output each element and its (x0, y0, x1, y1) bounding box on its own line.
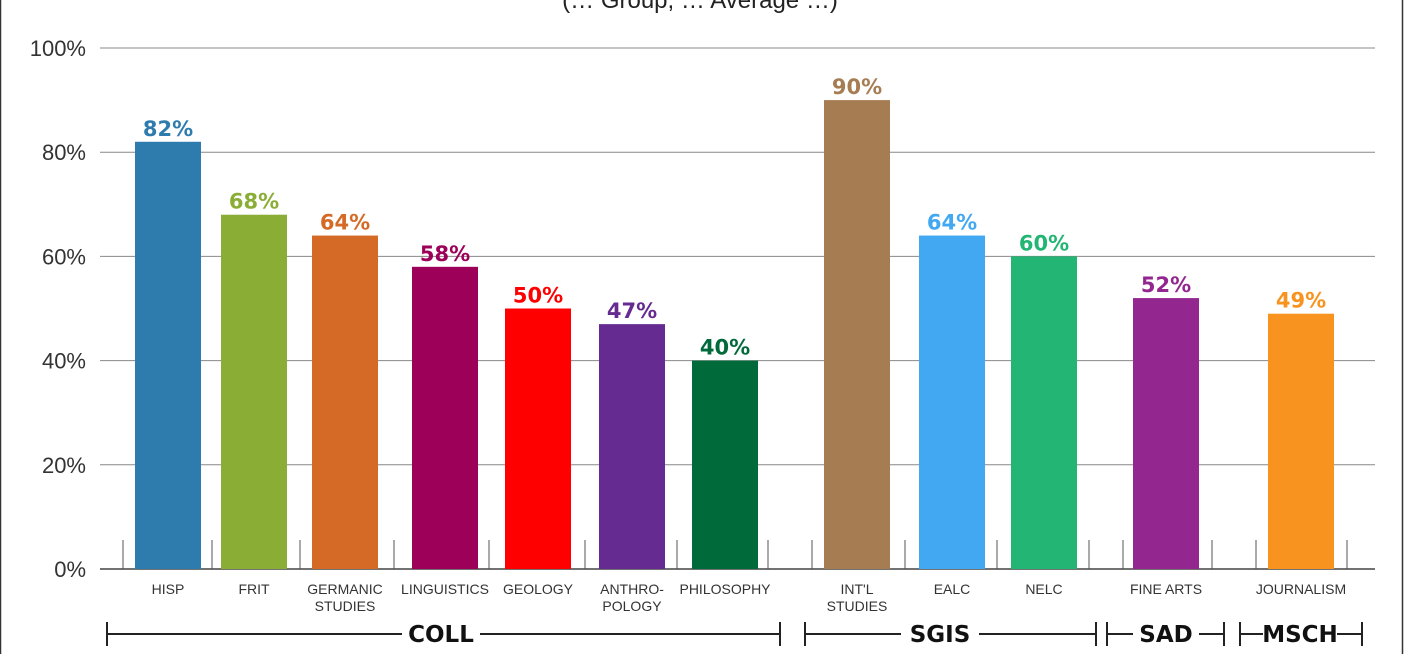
bar (312, 235, 378, 569)
y-tick-label: 20% (42, 453, 86, 478)
chart-title-fragment: (… Group, … Average …) (562, 0, 838, 14)
y-tick-label: 40% (42, 349, 86, 374)
category-label: EALC (934, 581, 971, 597)
value-label: 47% (607, 299, 657, 323)
bar (135, 141, 201, 569)
category-labels: HISP FRIT GERMANIC STUDIES LINGUISTICS GEOLOG… (152, 581, 1346, 614)
value-label: 64% (320, 211, 370, 235)
category-label: GERMANIC STUDIES (307, 581, 382, 614)
value-label: 82% (143, 117, 193, 141)
y-tick-label: 100% (30, 36, 86, 61)
y-tick-label: 80% (42, 140, 86, 165)
group-label: COLL (408, 622, 474, 648)
category-label: JOURNALISM (1256, 581, 1346, 597)
bar (505, 308, 571, 569)
y-tick-label: 0% (54, 557, 86, 582)
bar (221, 214, 287, 569)
category-label: GEOLOGY (503, 581, 574, 597)
value-label: 60% (1019, 231, 1069, 255)
bar (1133, 298, 1199, 569)
value-label: 64% (927, 211, 977, 235)
group-brackets: COLL SGIS SAD MSCH (106, 622, 1363, 648)
category-label: HISP (152, 581, 185, 597)
category-label: FINE ARTS (1130, 581, 1202, 597)
category-label: ANTHRO-POLOGY (600, 581, 664, 614)
bar (824, 100, 890, 569)
category-label: LINGUISTICS (401, 581, 489, 597)
bar (1011, 256, 1077, 569)
group-label: MSCH (1262, 622, 1338, 648)
value-labels: 82% 68% 64% 58% 50% 47% 40% 90% 64% 60% 52% 49% (143, 75, 1326, 360)
value-label: 58% (420, 242, 470, 266)
value-label: 49% (1276, 289, 1326, 313)
y-tick-label: 60% (42, 244, 86, 269)
value-label: 68% (229, 190, 279, 214)
y-axis-ticks: 0% 20% 40% 60% 80% 100% (30, 36, 86, 582)
bars (135, 100, 1334, 569)
category-label: PHILOSOPHY (679, 581, 771, 597)
category-label: FRIT (238, 581, 270, 597)
bar (1268, 313, 1334, 569)
bar (599, 324, 665, 569)
category-label: INT'L STUDIES (827, 581, 888, 614)
group-label: SAD (1139, 622, 1192, 648)
value-label: 52% (1141, 273, 1191, 297)
value-label: 40% (700, 336, 750, 360)
value-label: 50% (513, 284, 563, 308)
bar (692, 360, 758, 569)
bar (919, 235, 985, 569)
value-label: 90% (832, 75, 882, 99)
category-label: NELC (1025, 581, 1062, 597)
group-label: SGIS (910, 622, 971, 648)
bar (412, 266, 478, 569)
